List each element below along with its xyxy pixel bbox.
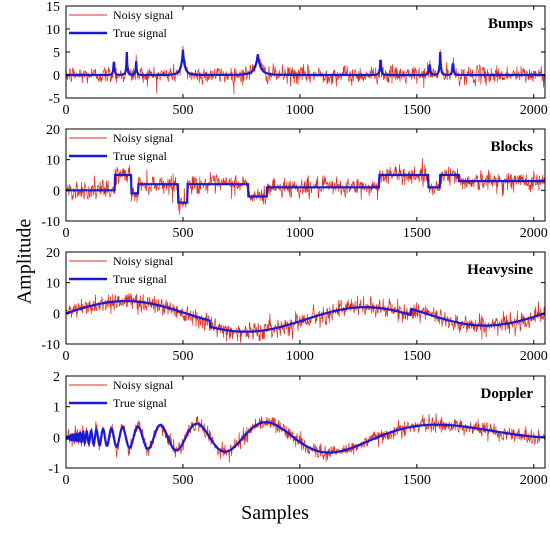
x-tick-label: 1000	[286, 103, 314, 118]
y-tick-label: 10	[46, 277, 60, 292]
x-axis-label: Samples	[241, 502, 309, 524]
noisy-signal-line	[66, 158, 545, 215]
y-tick-label: 15	[46, 0, 60, 15]
x-tick-label: 2000	[520, 103, 548, 118]
true-signal-line	[66, 173, 545, 204]
panel-title: Bumps	[488, 16, 533, 32]
panel-title: Blocks	[490, 139, 533, 155]
x-tick-label: 1500	[403, 103, 431, 118]
legend-true-label: True signal	[113, 396, 168, 410]
x-tick-label: 500	[172, 473, 193, 488]
y-tick-label: 10	[46, 23, 60, 38]
x-tick-label: 1500	[403, 226, 431, 241]
y-tick-label: 0	[53, 307, 60, 322]
x-tick-label: 0	[63, 349, 70, 364]
y-tick-label: 5	[53, 46, 60, 61]
x-tick-label: 1000	[286, 473, 314, 488]
y-tick-label: -10	[41, 338, 60, 353]
plot-frame	[65, 128, 546, 222]
true-signal-line	[66, 300, 545, 333]
legend-true-label: True signal	[113, 149, 168, 163]
y-tick-label: -1	[48, 462, 60, 477]
legend-noisy-label: Noisy signal	[113, 378, 174, 392]
x-tick-label: 2000	[520, 349, 548, 364]
x-tick-label: 500	[172, 103, 193, 118]
x-tick-label: 1000	[286, 226, 314, 241]
x-tick-label: 500	[172, 349, 193, 364]
y-tick-label: -10	[41, 215, 60, 230]
noisy-signal-line	[66, 413, 545, 463]
y-tick-label: 10	[46, 154, 60, 169]
y-tick-label: 2	[53, 370, 60, 385]
x-tick-label: 0	[63, 226, 70, 241]
legend-noisy-label: Noisy signal	[113, 131, 174, 145]
x-tick-label: 2000	[520, 226, 548, 241]
true-signal-line	[66, 421, 545, 454]
legend-true-label: True signal	[113, 26, 168, 40]
y-tick-label: -5	[48, 92, 60, 107]
x-tick-label: 0	[63, 473, 70, 488]
y-tick-label: 0	[53, 431, 60, 446]
x-tick-label: 0	[63, 103, 70, 118]
x-tick-label: 1500	[403, 349, 431, 364]
plot-frame	[65, 251, 546, 345]
noisy-signal-line	[66, 292, 545, 343]
legend-noisy-label: Noisy signal	[113, 254, 174, 268]
plot-frame	[65, 375, 546, 469]
panel-title: Heavysine	[467, 262, 533, 278]
y-tick-label: 0	[53, 184, 60, 199]
x-tick-label: 500	[172, 226, 193, 241]
y-axis-label: Amplitude	[13, 218, 36, 305]
legend-noisy-label: Noisy signal	[113, 8, 174, 22]
y-tick-label: 20	[46, 123, 60, 138]
y-tick-label: 1	[53, 401, 60, 416]
panel-title: Doppler	[481, 386, 534, 402]
true-signal-line	[66, 49, 545, 77]
x-tick-label: 1500	[403, 473, 431, 488]
x-tick-label: 1000	[286, 349, 314, 364]
x-tick-label: 2000	[520, 473, 548, 488]
legend-true-label: True signal	[113, 272, 168, 286]
y-tick-label: 0	[53, 69, 60, 84]
y-tick-label: 20	[46, 246, 60, 261]
